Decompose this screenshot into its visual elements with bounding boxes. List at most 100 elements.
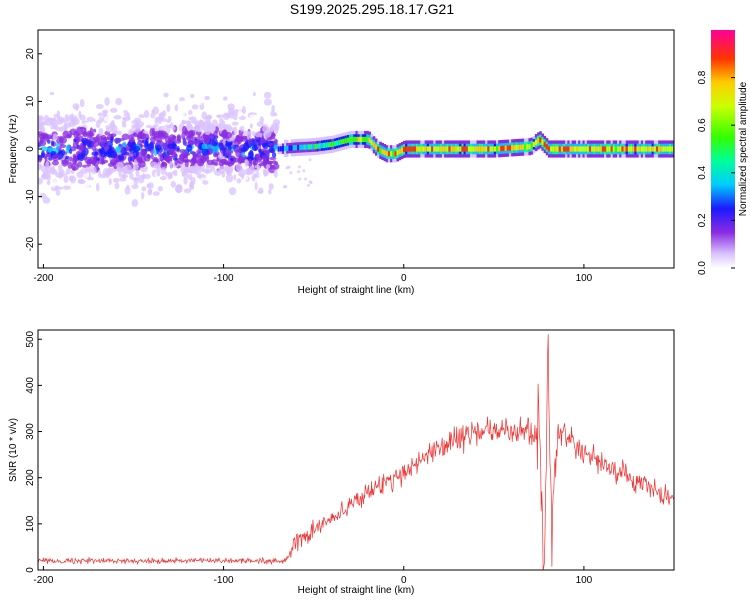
spectrogram-cell [144, 147, 151, 152]
snr-xtick-label: 100 [576, 575, 593, 586]
snr-xtick-label: -200 [33, 575, 53, 586]
spectrogram-cell [558, 146, 562, 152]
spectrogram-cell [79, 114, 86, 121]
spectrogram-cell [227, 142, 232, 151]
spectrogram-cell [64, 114, 69, 120]
spectrogram-cell [327, 142, 330, 148]
spectrogram-cell [355, 136, 359, 143]
spectrogram-cell [199, 119, 203, 126]
spectrogram-cell [493, 146, 497, 152]
spectrogram-cell [188, 116, 193, 121]
spectrogram-cell [131, 124, 137, 130]
spectrogram-cell [85, 130, 93, 139]
spectrogram-cell [239, 125, 245, 132]
spectrogram-cell [297, 170, 301, 174]
spectrogram-cell [487, 146, 490, 152]
spectrogram-cell [183, 188, 192, 194]
spectrogram-cell [263, 91, 272, 99]
spectrogram-cell [254, 132, 263, 138]
spectrogram-cell [191, 104, 199, 110]
spectrogram-cell [53, 124, 58, 130]
spectrogram-cell [190, 176, 196, 185]
spectrogram-cell [271, 104, 275, 112]
spectrogram-cell [539, 137, 542, 143]
spectrogram-cell [148, 141, 155, 151]
spectrogram-cell [150, 153, 154, 160]
spectrogram-cell [270, 110, 276, 117]
spectrogram-cell [519, 144, 523, 150]
spectrogram-cell [184, 160, 189, 168]
spectrogram-ytick-label: 10 [25, 95, 36, 107]
snr-ytick-label: 200 [25, 469, 36, 486]
spectrogram-cell [266, 160, 274, 165]
spectrogram-cell [192, 155, 197, 164]
spectrogram-cell [169, 160, 173, 170]
spectrogram-cell [668, 146, 672, 152]
spectrogram-cell [524, 144, 527, 150]
spectrogram-cell [166, 103, 171, 113]
spectrogram-cell [470, 146, 473, 152]
spectrogram-cell [224, 131, 233, 139]
spectrogram-cell [171, 170, 176, 175]
spectrogram-cell [565, 146, 568, 152]
spectrogram-cell [515, 144, 519, 151]
spectrogram-cell [99, 142, 106, 147]
spectrogram-cell [599, 146, 603, 152]
spectrogram-cell [42, 197, 51, 204]
spectrogram-cell [513, 145, 516, 151]
spectrogram-cell [424, 146, 428, 152]
spectrogram-cell [403, 146, 406, 152]
spectrogram-cell [268, 183, 274, 190]
spectrogram-cell [167, 115, 172, 122]
spectrogram-cell [504, 145, 508, 151]
spectrogram-cell [348, 137, 352, 143]
spectrogram-cell [396, 150, 400, 156]
spectrogram-cell [247, 138, 252, 146]
spectrogram-cell [83, 127, 87, 135]
spectrogram-cell [543, 141, 547, 148]
spectrogram-cell [99, 148, 108, 158]
spectrogram-cell [306, 183, 310, 187]
spectrogram-cell [463, 146, 467, 152]
spectrogram-cell [110, 158, 117, 166]
spectrogram-cell [118, 154, 125, 161]
spectrogram-cell [46, 180, 51, 186]
spectrogram-cell [212, 151, 218, 158]
spectrogram-cell [392, 151, 395, 157]
spectrogram-cells [38, 91, 674, 208]
spectrogram-cell [40, 139, 44, 144]
spectrogram-cell [336, 140, 339, 146]
spectrogram-cell [104, 97, 110, 106]
spectrogram-cell [62, 185, 71, 190]
spectrogram-cell [252, 92, 256, 97]
spectrogram-cell [340, 139, 343, 145]
spectrogram-cell [194, 111, 201, 118]
spectrogram-cell [187, 138, 195, 146]
spectrogram-cell [41, 152, 45, 158]
spectrogram-cell [170, 180, 177, 188]
spectrogram-cell [500, 145, 503, 152]
spectrogram-cell [370, 139, 374, 146]
spectrogram-cell [189, 181, 193, 191]
spectrogram-cell [69, 175, 77, 184]
spectrogram-cell [653, 146, 657, 152]
colorbar-tick-label: 0.6 [697, 118, 708, 132]
spectrogram-cell [567, 146, 570, 152]
spectrogram-cell [647, 146, 650, 152]
spectrogram-cell [632, 146, 635, 152]
spectrogram-cell [192, 151, 197, 158]
spectrogram-cell [528, 144, 532, 150]
spectrogram-cell [353, 136, 356, 143]
spectrogram-cell [138, 160, 146, 168]
spectrogram-cell [307, 144, 311, 150]
spectrogram-cell [171, 126, 176, 131]
spectrogram-cell [205, 169, 209, 175]
spectrogram-cell [508, 145, 512, 151]
figure-title: S199.2025.295.18.17.G21 [290, 1, 454, 17]
spectrogram-cell [511, 145, 514, 151]
spectrogram-cell [636, 146, 640, 152]
spectrogram-cell [133, 117, 142, 124]
spectrogram-cell [109, 150, 118, 159]
